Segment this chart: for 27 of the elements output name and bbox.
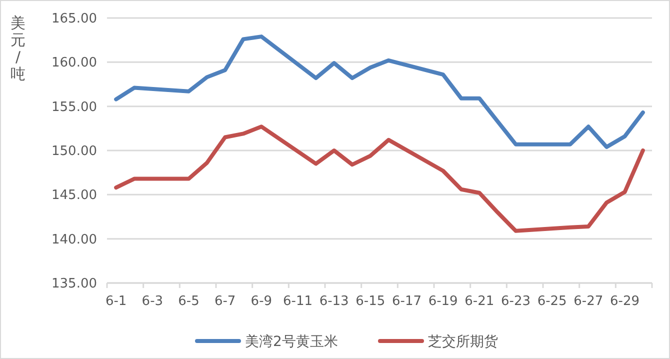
legend-label: 芝交所期货 (428, 334, 498, 350)
x-tick-label: 6-5 (178, 294, 200, 309)
line-series (114, 124, 645, 233)
y-tick-label: 145.00 (52, 188, 97, 204)
x-tick-label: 6-23 (500, 294, 531, 309)
x-tick-label: 6-25 (537, 294, 567, 309)
line-series (114, 34, 645, 149)
y-tick-label: 150.00 (52, 144, 97, 160)
x-tick-label: 6-3 (142, 294, 164, 309)
y-tick-label: 155.00 (52, 100, 97, 115)
legend-label: 美湾2号黄玉米 (245, 334, 338, 350)
x-tick-label: 6-17 (392, 294, 422, 309)
y-axis-title: 美元/吨 (10, 14, 26, 83)
y-tick-label: 160.00 (52, 56, 97, 71)
x-tick-label: 6-1 (105, 294, 127, 309)
x-tick-label: 6-9 (250, 294, 272, 309)
x-tick-label: 6-15 (356, 294, 386, 309)
x-tick-label: 6-21 (464, 294, 494, 309)
y-tick-label: 140.00 (52, 232, 97, 248)
x-tick-label: 6-27 (574, 294, 604, 309)
x-tick-label: 6-7 (214, 294, 236, 309)
x-tick-label: 6-29 (610, 294, 640, 309)
x-tick-label: 6-19 (428, 294, 458, 309)
y-tick-label: 135.00 (52, 276, 97, 292)
x-tick-label: 6-11 (282, 294, 313, 309)
y-tick-label: 165.00 (52, 12, 97, 27)
x-tick-label: 6-13 (319, 294, 349, 309)
